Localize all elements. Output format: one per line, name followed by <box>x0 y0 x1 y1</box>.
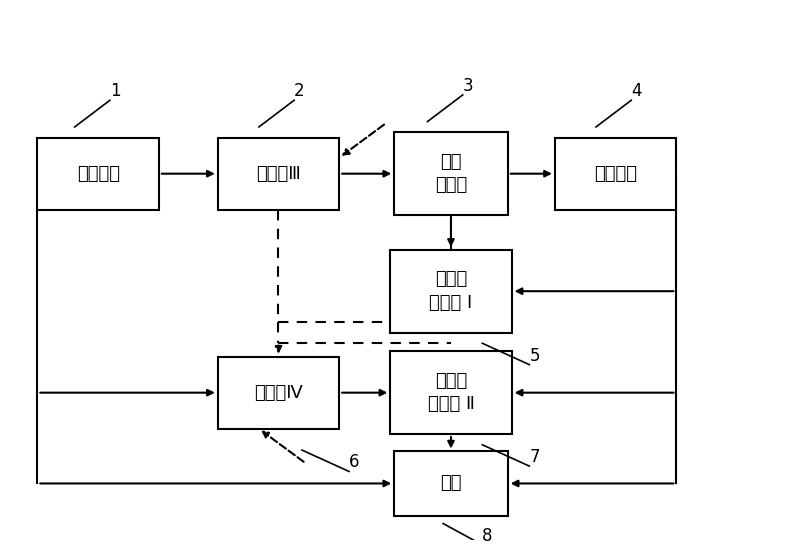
Text: 参考信号: 参考信号 <box>77 165 120 183</box>
Bar <box>390 250 512 332</box>
Text: 8: 8 <box>482 527 493 545</box>
Bar <box>218 138 339 210</box>
Bar <box>555 138 676 210</box>
Text: 3: 3 <box>462 77 474 95</box>
Bar <box>390 352 512 434</box>
Text: 4: 4 <box>631 82 642 100</box>
Text: 自适应
滤波器 Ⅱ: 自适应 滤波器 Ⅱ <box>427 372 474 414</box>
Text: 延时: 延时 <box>440 475 462 493</box>
Bar <box>394 132 508 215</box>
Bar <box>218 356 339 429</box>
Bar <box>38 138 159 210</box>
Text: 滤波器Ⅲ: 滤波器Ⅲ <box>256 165 301 183</box>
Bar <box>394 451 508 516</box>
Text: 1: 1 <box>110 82 121 100</box>
Text: 电液
伺服器: 电液 伺服器 <box>435 153 467 195</box>
Text: 滤波器Ⅳ: 滤波器Ⅳ <box>254 384 303 402</box>
Text: 6: 6 <box>349 453 359 471</box>
Text: 5: 5 <box>530 347 540 365</box>
Text: 响应信号: 响应信号 <box>594 165 637 183</box>
Text: 2: 2 <box>294 82 305 100</box>
Text: 7: 7 <box>530 448 540 466</box>
Text: 自适应
滤波器 Ⅰ: 自适应 滤波器 Ⅰ <box>430 270 473 312</box>
